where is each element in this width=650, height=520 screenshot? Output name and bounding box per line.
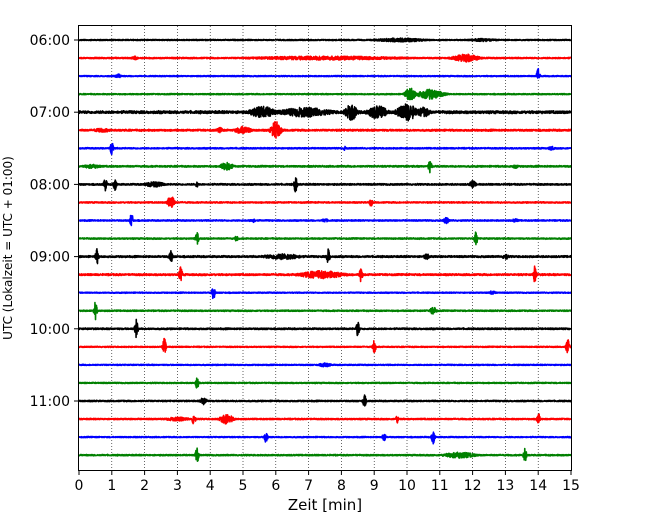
trace-0630 <box>78 67 572 79</box>
trace-0845 <box>78 231 572 246</box>
x-tick-label-13: 13 <box>496 478 514 494</box>
y-axis-title: UTC (Lokalzeit = UTC + 01:00) <box>1 156 15 340</box>
x-tick-label-2: 2 <box>140 478 149 494</box>
y-tick-label-0: 06:00 <box>30 33 70 49</box>
trace-0730 <box>78 142 572 156</box>
trace-group <box>78 37 572 462</box>
trace-0915 <box>78 265 572 283</box>
x-tick-label-11: 11 <box>431 478 449 494</box>
trace-0945 <box>78 301 572 321</box>
x-tick-label-4: 4 <box>206 478 215 494</box>
x-tick-label-7: 7 <box>304 478 313 494</box>
trace-1015 <box>78 337 572 354</box>
trace-0930 <box>78 288 572 300</box>
trace-1100 <box>78 394 572 407</box>
trace-1030 <box>78 362 572 368</box>
x-axis-title: Zeit [min] <box>288 496 362 514</box>
y-axis: 06:00 07:00 08:00 09:00 10:00 11:00 <box>30 33 79 410</box>
x-tick-label-8: 8 <box>337 478 346 494</box>
y-tick-label-2: 08:00 <box>30 177 70 193</box>
x-tick-label-1: 1 <box>107 478 116 494</box>
trace-1130 <box>78 431 572 445</box>
x-tick-label-5: 5 <box>239 478 248 494</box>
x-tick-label-14: 14 <box>529 478 547 494</box>
x-tick-label-15: 15 <box>562 478 580 494</box>
x-tick-label-12: 12 <box>464 478 482 494</box>
y-tick-label-3: 09:00 <box>30 250 70 266</box>
y-tick-label-5: 11:00 <box>30 394 70 410</box>
x-tick-label-3: 3 <box>173 478 182 494</box>
x-tick-label-6: 6 <box>271 478 280 494</box>
x-tick-label-0: 0 <box>75 478 84 494</box>
trace-0900 <box>78 247 572 265</box>
trace-1045 <box>78 377 572 389</box>
y-tick-label-1: 07:00 <box>30 105 70 121</box>
trace-0800 <box>78 177 572 193</box>
trace-0645 <box>78 87 572 101</box>
trace-0815 <box>78 196 572 209</box>
trace-0745 <box>78 161 572 174</box>
x-tick-label-9: 9 <box>370 478 379 494</box>
trace-0615 <box>78 53 572 63</box>
y-tick-label-4: 10:00 <box>30 322 70 338</box>
trace-1145 <box>78 447 572 462</box>
x-tick-label-10: 10 <box>398 478 416 494</box>
trace-1115 <box>78 413 572 425</box>
trace-0830 <box>78 214 572 227</box>
trace-0715 <box>78 120 572 139</box>
grid-lines <box>111 26 539 470</box>
trace-0700 <box>78 103 572 122</box>
trace-0600 <box>78 37 572 43</box>
trace-1000 <box>78 318 572 339</box>
plot-frame <box>78 25 572 471</box>
x-axis: 0 1 2 3 4 5 6 7 8 9 10 11 12 13 14 15 <box>75 470 580 494</box>
